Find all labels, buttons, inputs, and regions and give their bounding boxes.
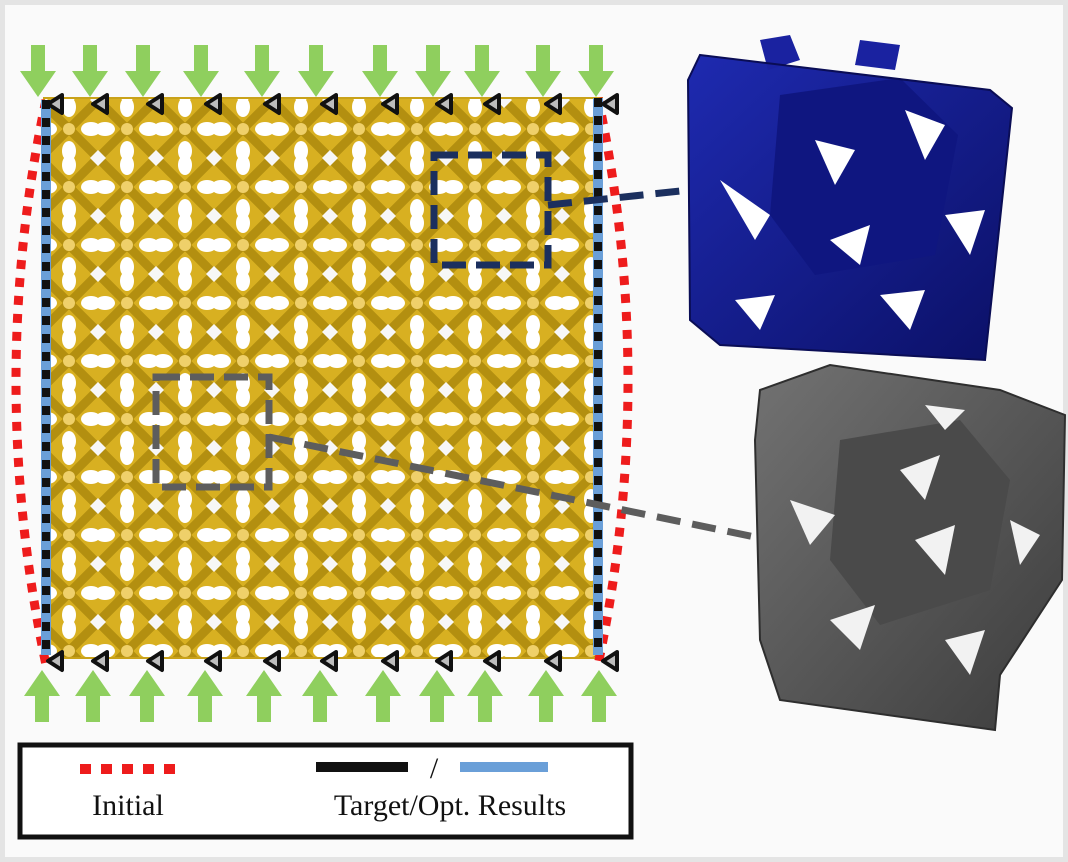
roller-support-icon xyxy=(263,93,281,115)
arrow-up-icon xyxy=(581,670,617,722)
roller-support-icon xyxy=(46,93,64,115)
arrow-down-icon xyxy=(20,45,56,97)
roller-support-icon xyxy=(204,93,222,115)
roller-support-icon xyxy=(435,650,453,672)
arrow-up-icon xyxy=(75,670,111,722)
roller-support-icon xyxy=(46,650,64,672)
arrow-up-icon xyxy=(467,670,503,722)
bottom-unit-cell xyxy=(753,363,1067,732)
arrow-up-icon xyxy=(419,670,455,722)
arrow-up-icon xyxy=(24,670,60,722)
initial-boundary xyxy=(11,97,633,666)
legend-target-label: Target/Opt. Results xyxy=(334,789,566,822)
roller-support-icon xyxy=(381,650,399,672)
arrow-down-icon xyxy=(578,45,614,97)
roller-support-icon xyxy=(601,650,619,672)
arrow-down-icon xyxy=(298,45,334,97)
roller-support-icon xyxy=(91,93,109,115)
roller-support-icon xyxy=(483,650,501,672)
bottom-roller-supports xyxy=(46,650,619,672)
roller-support-icon xyxy=(146,93,164,115)
arrow-down-icon xyxy=(244,45,280,97)
arrow-down-icon xyxy=(525,45,561,97)
roller-support-icon xyxy=(91,650,109,672)
arrow-up-icon xyxy=(129,670,165,722)
arrow-up-icon xyxy=(528,670,564,722)
roller-support-icon xyxy=(435,93,453,115)
arrow-down-icon xyxy=(183,45,219,97)
initial-boundary-left xyxy=(11,99,51,666)
roller-support-icon xyxy=(146,650,164,672)
arrow-up-icon xyxy=(365,670,401,722)
bottom-load-arrows xyxy=(24,670,617,722)
roller-support-icon xyxy=(601,93,619,115)
top-unit-cell xyxy=(686,35,1014,362)
roller-support-icon xyxy=(381,93,399,115)
arrow-up-icon xyxy=(187,670,223,722)
legend-box xyxy=(17,742,634,840)
roller-support-icon xyxy=(483,93,501,115)
arrow-down-icon xyxy=(72,45,108,97)
roller-support-icon xyxy=(544,93,562,115)
top-unit-cell-callout-box xyxy=(430,151,552,269)
arrow-down-icon xyxy=(464,45,500,97)
roller-support-icon xyxy=(204,650,222,672)
bottom-unit-cell-callout-line xyxy=(268,433,756,541)
arrow-down-icon xyxy=(125,45,161,97)
roller-support-icon xyxy=(263,650,281,672)
roller-support-icon xyxy=(320,650,338,672)
lattice-structure xyxy=(43,97,603,659)
roller-support-icon xyxy=(544,650,562,672)
top-load-arrows xyxy=(20,45,614,97)
arrow-down-icon xyxy=(362,45,398,97)
arrow-down-icon xyxy=(415,45,451,97)
top-unit-cell-callout-line xyxy=(547,186,691,209)
target-boundary xyxy=(42,98,602,655)
legend-initial-label: Initial xyxy=(92,789,164,822)
arrow-up-icon xyxy=(246,670,282,722)
legend-separator: / xyxy=(430,752,439,785)
initial-boundary-right xyxy=(593,97,633,666)
roller-support-icon xyxy=(320,93,338,115)
arrow-up-icon xyxy=(302,670,338,722)
legend: / Initial Target/Opt. Results xyxy=(17,742,634,840)
top-roller-supports xyxy=(46,93,619,115)
bottom-unit-cell-callout-box xyxy=(152,373,273,491)
